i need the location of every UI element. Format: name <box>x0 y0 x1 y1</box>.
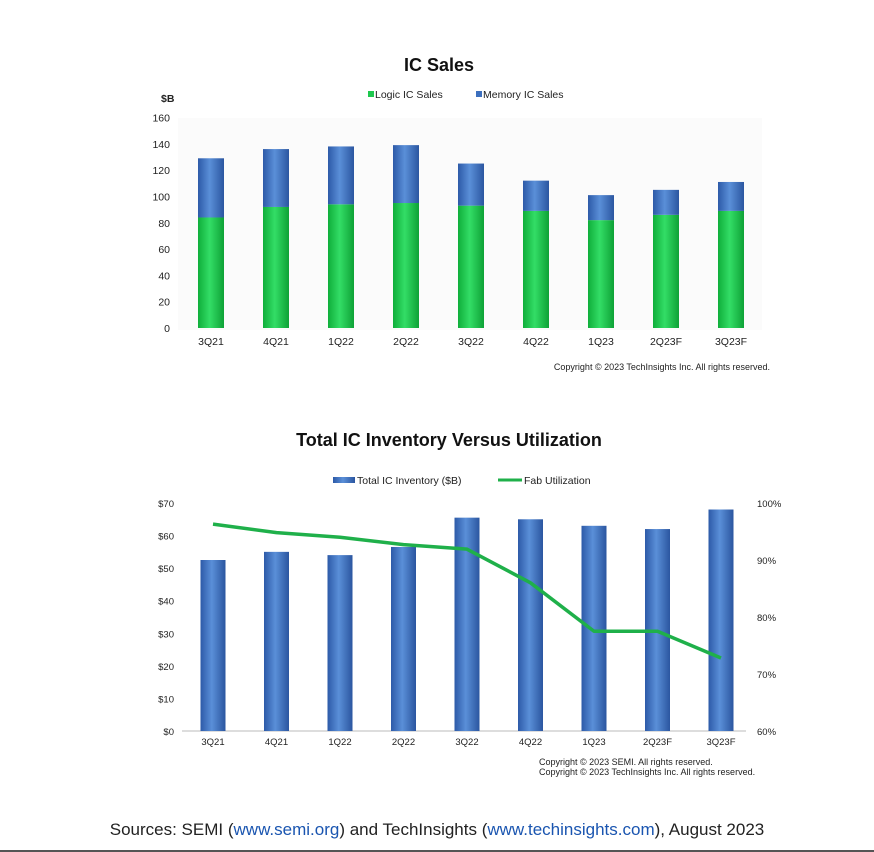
legend-swatch-memory <box>476 91 482 97</box>
bar-logic-2q23f <box>653 214 679 328</box>
chart2-xtick-label: 1Q22 <box>328 737 351 748</box>
chart1-ytick-label: 100 <box>152 191 170 203</box>
ic-sales-chart: IC Sales $B Logic IC Sales Memory IC Sal… <box>152 55 770 372</box>
chart2-xtick-label: 3Q22 <box>455 737 478 748</box>
chart1-xtick-label: 4Q21 <box>263 336 289 348</box>
chart2-y2tick-label: 80% <box>757 613 777 624</box>
chart2-right-axis: 60% 70% 80% 90% 100% <box>757 499 782 738</box>
chart2-xtick-label: 2Q23F <box>643 737 672 748</box>
chart2-ytick-label: $40 <box>158 597 174 608</box>
chart1-xtick-label: 2Q23F <box>650 336 682 348</box>
bar-logic-1q23 <box>588 220 614 328</box>
legend-label-inventory: Total IC Inventory ($B) <box>357 475 461 487</box>
bar-logic-1q22 <box>328 204 354 328</box>
chart1-xtick-label: 3Q21 <box>198 336 224 348</box>
chart1-copyright: Copyright © 2023 TechInsights Inc. All r… <box>554 362 770 372</box>
legend-swatch-inventory <box>333 477 355 483</box>
sources-prefix: Sources: SEMI ( <box>109 820 234 839</box>
techinsights-link[interactable]: www.techinsights.com <box>487 820 655 839</box>
legend-swatch-logic <box>368 91 374 97</box>
bar-memory-3q21 <box>198 158 224 218</box>
chart1-legend: Logic IC Sales Memory IC Sales <box>368 89 564 101</box>
chart1-xtick-label: 3Q22 <box>458 336 484 348</box>
chart1-xtick-label: 2Q22 <box>393 336 419 348</box>
chart2-xtick-label: 2Q22 <box>392 737 415 748</box>
chart1-ylabel: $B <box>161 93 175 105</box>
chart2-xtick-label: 3Q23F <box>706 737 735 748</box>
chart2-xtick-label: 4Q22 <box>519 737 542 748</box>
chart1-ytick-label: 120 <box>152 165 170 177</box>
chart1-xtick-label: 1Q22 <box>328 336 354 348</box>
chart2-x-axis: 3Q21 4Q21 1Q22 2Q22 3Q22 4Q22 1Q23 2Q23F 3Q23F <box>201 737 735 748</box>
bar-memory-2q22 <box>393 145 419 204</box>
chart2-left-axis: $0 $10 $20 $30 $40 $50 $60 $70 <box>158 499 174 738</box>
chart2-utilization-line <box>212 522 722 660</box>
bar-inventory-3q23f <box>708 509 734 731</box>
bar-memory-3q23f <box>718 181 744 211</box>
chart1-ytick-label: 140 <box>152 139 170 151</box>
chart1-bars <box>198 145 744 328</box>
utilization-series-line <box>212 522 722 660</box>
bar-logic-3q23f <box>718 210 744 328</box>
chart1-y-axis: 0 20 40 60 80 100 120 140 160 <box>152 113 170 336</box>
bottom-divider <box>0 850 874 852</box>
chart2-y2tick-label: 100% <box>757 499 782 510</box>
chart1-ytick-label: 20 <box>158 297 170 309</box>
bar-logic-3q21 <box>198 217 224 328</box>
bar-logic-4q22 <box>523 210 549 328</box>
bar-inventory-4q22 <box>518 519 543 731</box>
bar-memory-1q22 <box>328 146 354 205</box>
chart2-xtick-label: 1Q23 <box>582 737 605 748</box>
bar-inventory-3q21 <box>200 560 226 731</box>
sources-middle: ) and TechInsights ( <box>339 820 488 839</box>
inventory-utilization-chart: Total IC Inventory Versus Utilization To… <box>158 430 782 777</box>
legend-label-memory: Memory IC Sales <box>483 89 564 101</box>
chart2-ytick-label: $50 <box>158 564 174 575</box>
legend-label-logic: Logic IC Sales <box>375 89 443 101</box>
bar-logic-4q21 <box>263 206 289 328</box>
sources-suffix: ), August 2023 <box>654 820 765 839</box>
chart1-ytick-label: 0 <box>164 323 170 335</box>
chart1-ytick-label: 40 <box>158 270 170 282</box>
chart1-ytick-label: 80 <box>158 218 170 230</box>
semi-link[interactable]: www.semi.org <box>233 820 340 839</box>
chart2-bars <box>200 509 734 731</box>
chart2-ytick-label: $10 <box>158 694 174 705</box>
bar-memory-3q22 <box>458 163 484 206</box>
chart2-y2tick-label: 70% <box>757 670 777 681</box>
chart2-title: Total IC Inventory Versus Utilization <box>296 430 602 450</box>
bar-inventory-4q21 <box>264 551 289 731</box>
chart2-copyright-semi: Copyright © 2023 SEMI. All rights reserv… <box>539 757 713 767</box>
bar-logic-3q22 <box>458 205 484 328</box>
chart2-ytick-label: $70 <box>158 499 174 510</box>
chart2-y2tick-label: 60% <box>757 727 777 738</box>
bar-memory-1q23 <box>588 195 614 221</box>
bar-memory-4q21 <box>263 149 289 207</box>
sources-footer: Sources: SEMI (www.semi.org) and TechIns… <box>0 820 874 840</box>
chart1-xtick-label: 3Q23F <box>715 336 747 348</box>
chart2-y2tick-label: 90% <box>757 556 777 567</box>
bar-inventory-1q22 <box>327 555 353 731</box>
chart2-ytick-label: $20 <box>158 662 174 673</box>
chart1-ytick-label: 60 <box>158 244 170 256</box>
chart1-x-axis: 3Q21 4Q21 1Q22 2Q22 3Q22 4Q22 1Q23 2Q23F 3Q23F <box>198 336 747 348</box>
chart2-xtick-label: 4Q21 <box>265 737 288 748</box>
chart2-legend: Total IC Inventory ($B) Fab Utilization <box>333 475 591 487</box>
chart1-xtick-label: 1Q23 <box>588 336 614 348</box>
legend-label-utilization: Fab Utilization <box>524 475 591 487</box>
bar-logic-2q22 <box>393 203 419 328</box>
chart2-ytick-label: $30 <box>158 629 174 640</box>
bar-memory-2q23f <box>653 189 679 215</box>
chart2-ytick-label: $60 <box>158 532 174 543</box>
chart1-xtick-label: 4Q22 <box>523 336 549 348</box>
chart2-ytick-label: $0 <box>163 727 174 738</box>
chart2-xtick-label: 3Q21 <box>201 737 224 748</box>
chart1-ytick-label: 160 <box>152 113 170 125</box>
chart1-title: IC Sales <box>404 55 474 75</box>
chart2-copyright-techinsights: Copyright © 2023 TechInsights Inc. All r… <box>539 767 755 777</box>
bar-inventory-2q22 <box>391 546 416 731</box>
bar-memory-4q22 <box>523 180 549 211</box>
bar-inventory-1q23 <box>581 525 607 731</box>
